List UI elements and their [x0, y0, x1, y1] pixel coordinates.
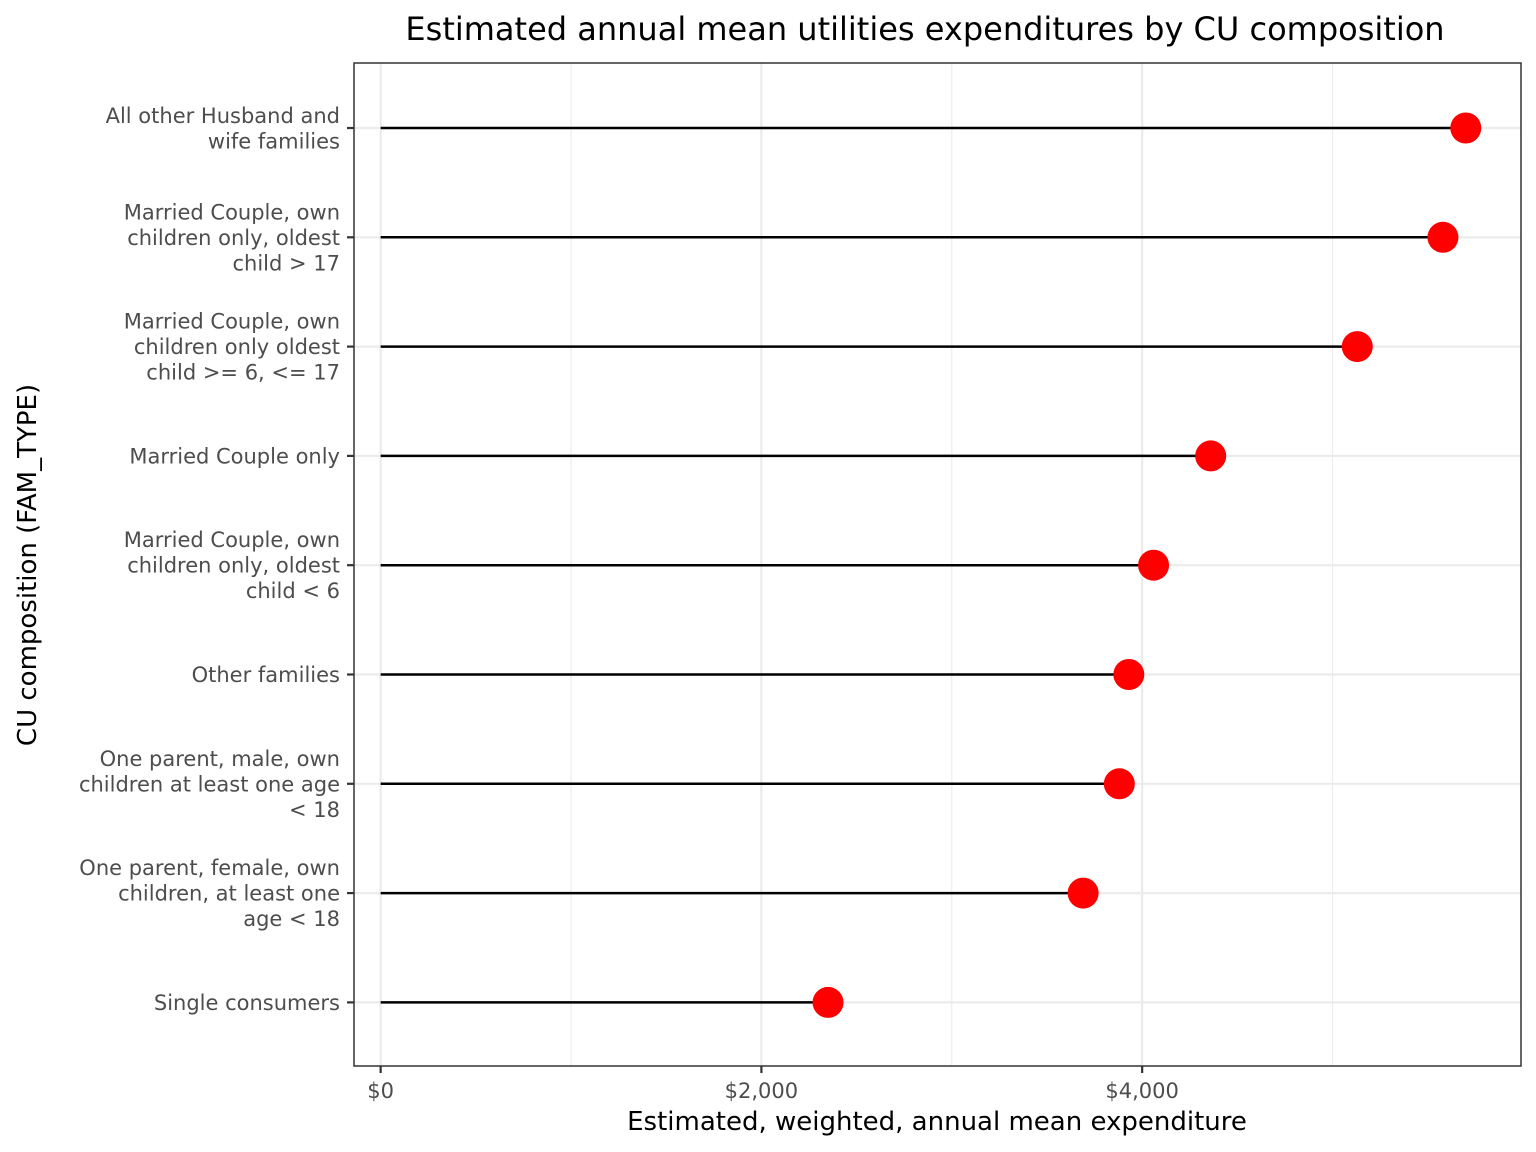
y-tick-label: One parent, female, own children, at leas…	[79, 856, 340, 931]
lollipop-point	[1341, 331, 1373, 363]
y-tick-label: Married Couple, own children only, oldest…	[124, 200, 340, 275]
y-axis: All other Husband and wife families Marrie…	[79, 104, 354, 1015]
lollipop-point	[1138, 549, 1170, 581]
lollipop-point	[1450, 112, 1482, 144]
stems	[380, 126, 1466, 1004]
y-tick-label: Married Couple, own children only oldest c…	[124, 310, 340, 385]
y-tick-label: Single consumers	[154, 991, 340, 1015]
x-axis-title: Estimated, weighted, annual mean expendi…	[627, 1107, 1247, 1137]
y-axis-title: CU composition (FAM_TYPE)	[13, 384, 43, 746]
lollipop-point	[1195, 440, 1227, 472]
lollipop-point	[1103, 768, 1135, 800]
y-tick-label: Other families	[192, 663, 340, 687]
chart-title: Estimated annual mean utilities expendit…	[405, 10, 1444, 48]
lollipop-point	[1427, 221, 1459, 253]
y-tick-label: One parent, male, own children at least o…	[79, 747, 340, 822]
lollipop-point	[1067, 877, 1099, 909]
x-axis: $0 $2,000 $4,000	[367, 1066, 1179, 1103]
x-tick-label: $0	[367, 1079, 394, 1103]
x-tick-label: $4,000	[1105, 1079, 1178, 1103]
y-tick-label: All other Husband and wife families	[106, 104, 340, 154]
lollipop-point	[1113, 659, 1145, 690]
y-tick-label: Married Couple, own children only, oldest…	[124, 528, 340, 603]
y-tick-label: Married Couple only	[129, 444, 340, 468]
x-tick-label: $2,000	[725, 1079, 798, 1103]
lollipop-point	[812, 986, 844, 1018]
dots	[812, 112, 1482, 1018]
